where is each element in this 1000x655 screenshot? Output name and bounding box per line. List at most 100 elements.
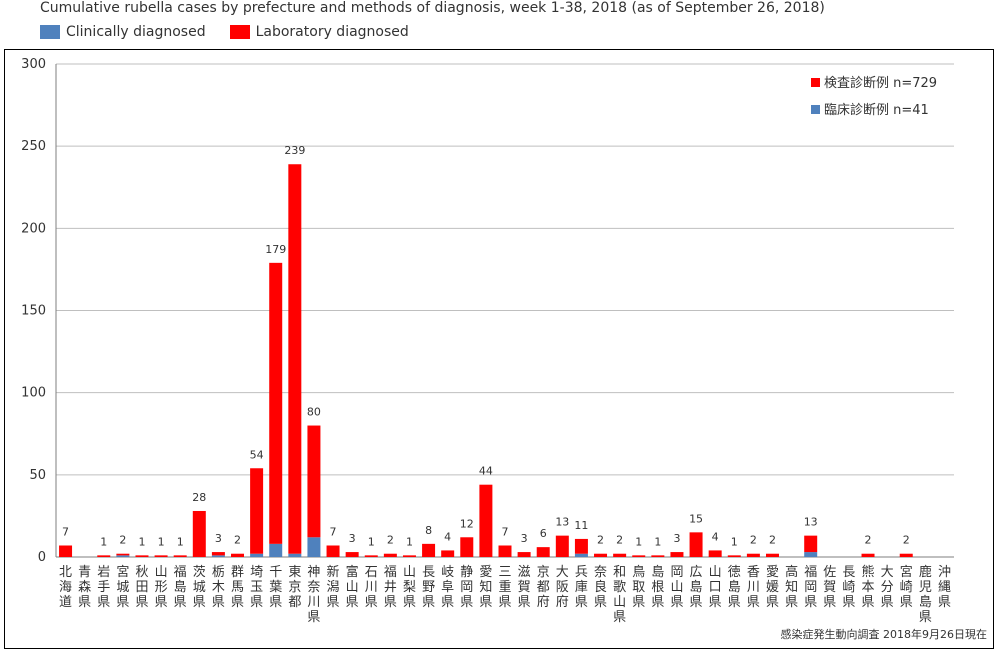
legend-swatch-clinical-jp	[811, 105, 820, 114]
data-label: 28	[192, 491, 206, 504]
bar-laboratory	[899, 553, 913, 557]
data-label: 239	[284, 144, 305, 157]
x-tick-label: 徳島県	[728, 565, 741, 610]
legend-swatch-laboratory-jp	[811, 78, 820, 87]
data-label: 13	[555, 516, 569, 529]
bar-clinical	[250, 553, 264, 557]
bar-laboratory	[269, 262, 283, 544]
data-label: 15	[689, 512, 703, 525]
x-tick-label: 奈良県	[594, 565, 607, 610]
x-tick-label: 沖縄県	[938, 565, 951, 610]
x-tick-label: 秋田県	[135, 565, 148, 610]
x-tick-label: 北海道	[59, 565, 72, 610]
y-tick-label: 100	[21, 386, 46, 401]
data-label: 2	[234, 534, 241, 547]
data-label: 44	[479, 465, 493, 478]
bar-laboratory	[689, 532, 703, 557]
data-label: 2	[119, 534, 126, 547]
x-tick-label: 山口県	[709, 565, 722, 610]
data-label: 1	[635, 535, 642, 548]
x-tick-label: 神奈川県	[307, 565, 320, 625]
legend-label-laboratory-jp: 検査診断例 n=729	[824, 75, 937, 91]
x-tick-label: 山梨県	[403, 565, 416, 610]
bar-laboratory	[422, 543, 436, 557]
x-tick-label: 福井県	[384, 565, 397, 610]
x-tick-label: 鳥取県	[632, 565, 645, 610]
bar-clinical	[307, 537, 321, 557]
bar-clinical	[804, 552, 818, 557]
x-tick-label: 鹿児島県	[919, 564, 932, 625]
x-tick-label: 静岡県	[460, 565, 473, 610]
legend-swatch-laboratory	[229, 25, 250, 39]
x-tick-label: 宮城県	[116, 564, 129, 610]
y-tick-label: 250	[21, 139, 46, 154]
data-label: 7	[330, 525, 337, 538]
bar-laboratory	[746, 553, 760, 557]
data-label: 2	[769, 534, 776, 547]
x-tick-label: 岐阜県	[441, 565, 454, 610]
data-label: 1	[406, 535, 413, 548]
bar-laboratory	[651, 555, 665, 557]
data-label: 11	[574, 519, 588, 532]
data-label: 2	[865, 534, 872, 547]
data-label: 1	[177, 535, 184, 548]
bar-laboratory	[288, 164, 302, 554]
bar-laboratory	[345, 552, 359, 557]
data-label: 8	[425, 524, 432, 537]
bar-laboratory	[765, 553, 779, 557]
page-title: Cumulative rubella cases by prefecture a…	[40, 0, 825, 16]
legend-swatch-clinical	[40, 25, 60, 39]
bar-laboratory	[536, 547, 550, 557]
y-tick-label: 300	[21, 57, 46, 72]
x-tick-label: 東京都	[288, 564, 301, 610]
data-label: 179	[265, 243, 286, 256]
data-label: 3	[673, 532, 680, 545]
x-tick-label: 岩手県	[97, 565, 110, 610]
x-tick-label: 長野県	[422, 565, 435, 610]
data-label: 2	[750, 534, 757, 547]
x-tick-label: 埼玉県	[250, 565, 263, 610]
bar-laboratory	[59, 545, 73, 557]
bar-laboratory	[727, 555, 741, 557]
bar-clinical	[574, 553, 588, 557]
bar-laboratory	[517, 552, 531, 557]
data-label: 7	[62, 525, 69, 538]
y-tick-label: 200	[21, 221, 46, 236]
bar-laboratory	[173, 555, 187, 557]
data-label: 1	[100, 535, 107, 548]
x-tick-label: 滋賀県	[518, 565, 531, 610]
legend-label-clinical-jp: 臨床診断例 n=41	[824, 102, 929, 118]
data-label: 2	[903, 534, 910, 547]
bar-laboratory	[154, 555, 168, 557]
bar-laboratory	[250, 468, 264, 554]
data-label: 3	[215, 532, 222, 545]
bar-laboratory	[402, 555, 416, 557]
source-note: 感染症発生動向調査 2018年9月26日現在	[781, 627, 988, 641]
x-tick-label: 京都府	[537, 565, 550, 610]
x-tick-label: 群馬県	[231, 565, 244, 610]
bar-laboratory	[364, 555, 378, 557]
data-label: 2	[387, 534, 394, 547]
x-tick-label: 熊本県	[862, 564, 875, 610]
bar-laboratory	[97, 555, 111, 557]
bar-laboratory	[307, 425, 321, 538]
bar-laboratory	[479, 484, 493, 557]
bar-laboratory	[135, 555, 149, 557]
bar-laboratory	[574, 538, 588, 554]
data-label: 54	[250, 448, 264, 461]
bar-clinical	[211, 555, 225, 557]
x-tick-label: 三重県	[498, 565, 511, 610]
x-tick-label: 和歌山県	[613, 565, 626, 625]
bar-laboratory	[231, 553, 245, 557]
data-label: 1	[731, 535, 738, 548]
x-tick-label: 石川県	[365, 565, 378, 610]
bar-laboratory	[708, 550, 722, 557]
x-tick-label: 大分県	[881, 565, 894, 610]
bar-clinical	[269, 543, 283, 557]
bar-laboratory	[383, 553, 397, 557]
y-tick-label: 0	[38, 550, 46, 565]
x-tick-label: 広島県	[690, 565, 703, 610]
legend-label-clinical: Clinically diagnosed	[66, 24, 206, 40]
x-tick-label: 福岡県	[804, 565, 817, 610]
